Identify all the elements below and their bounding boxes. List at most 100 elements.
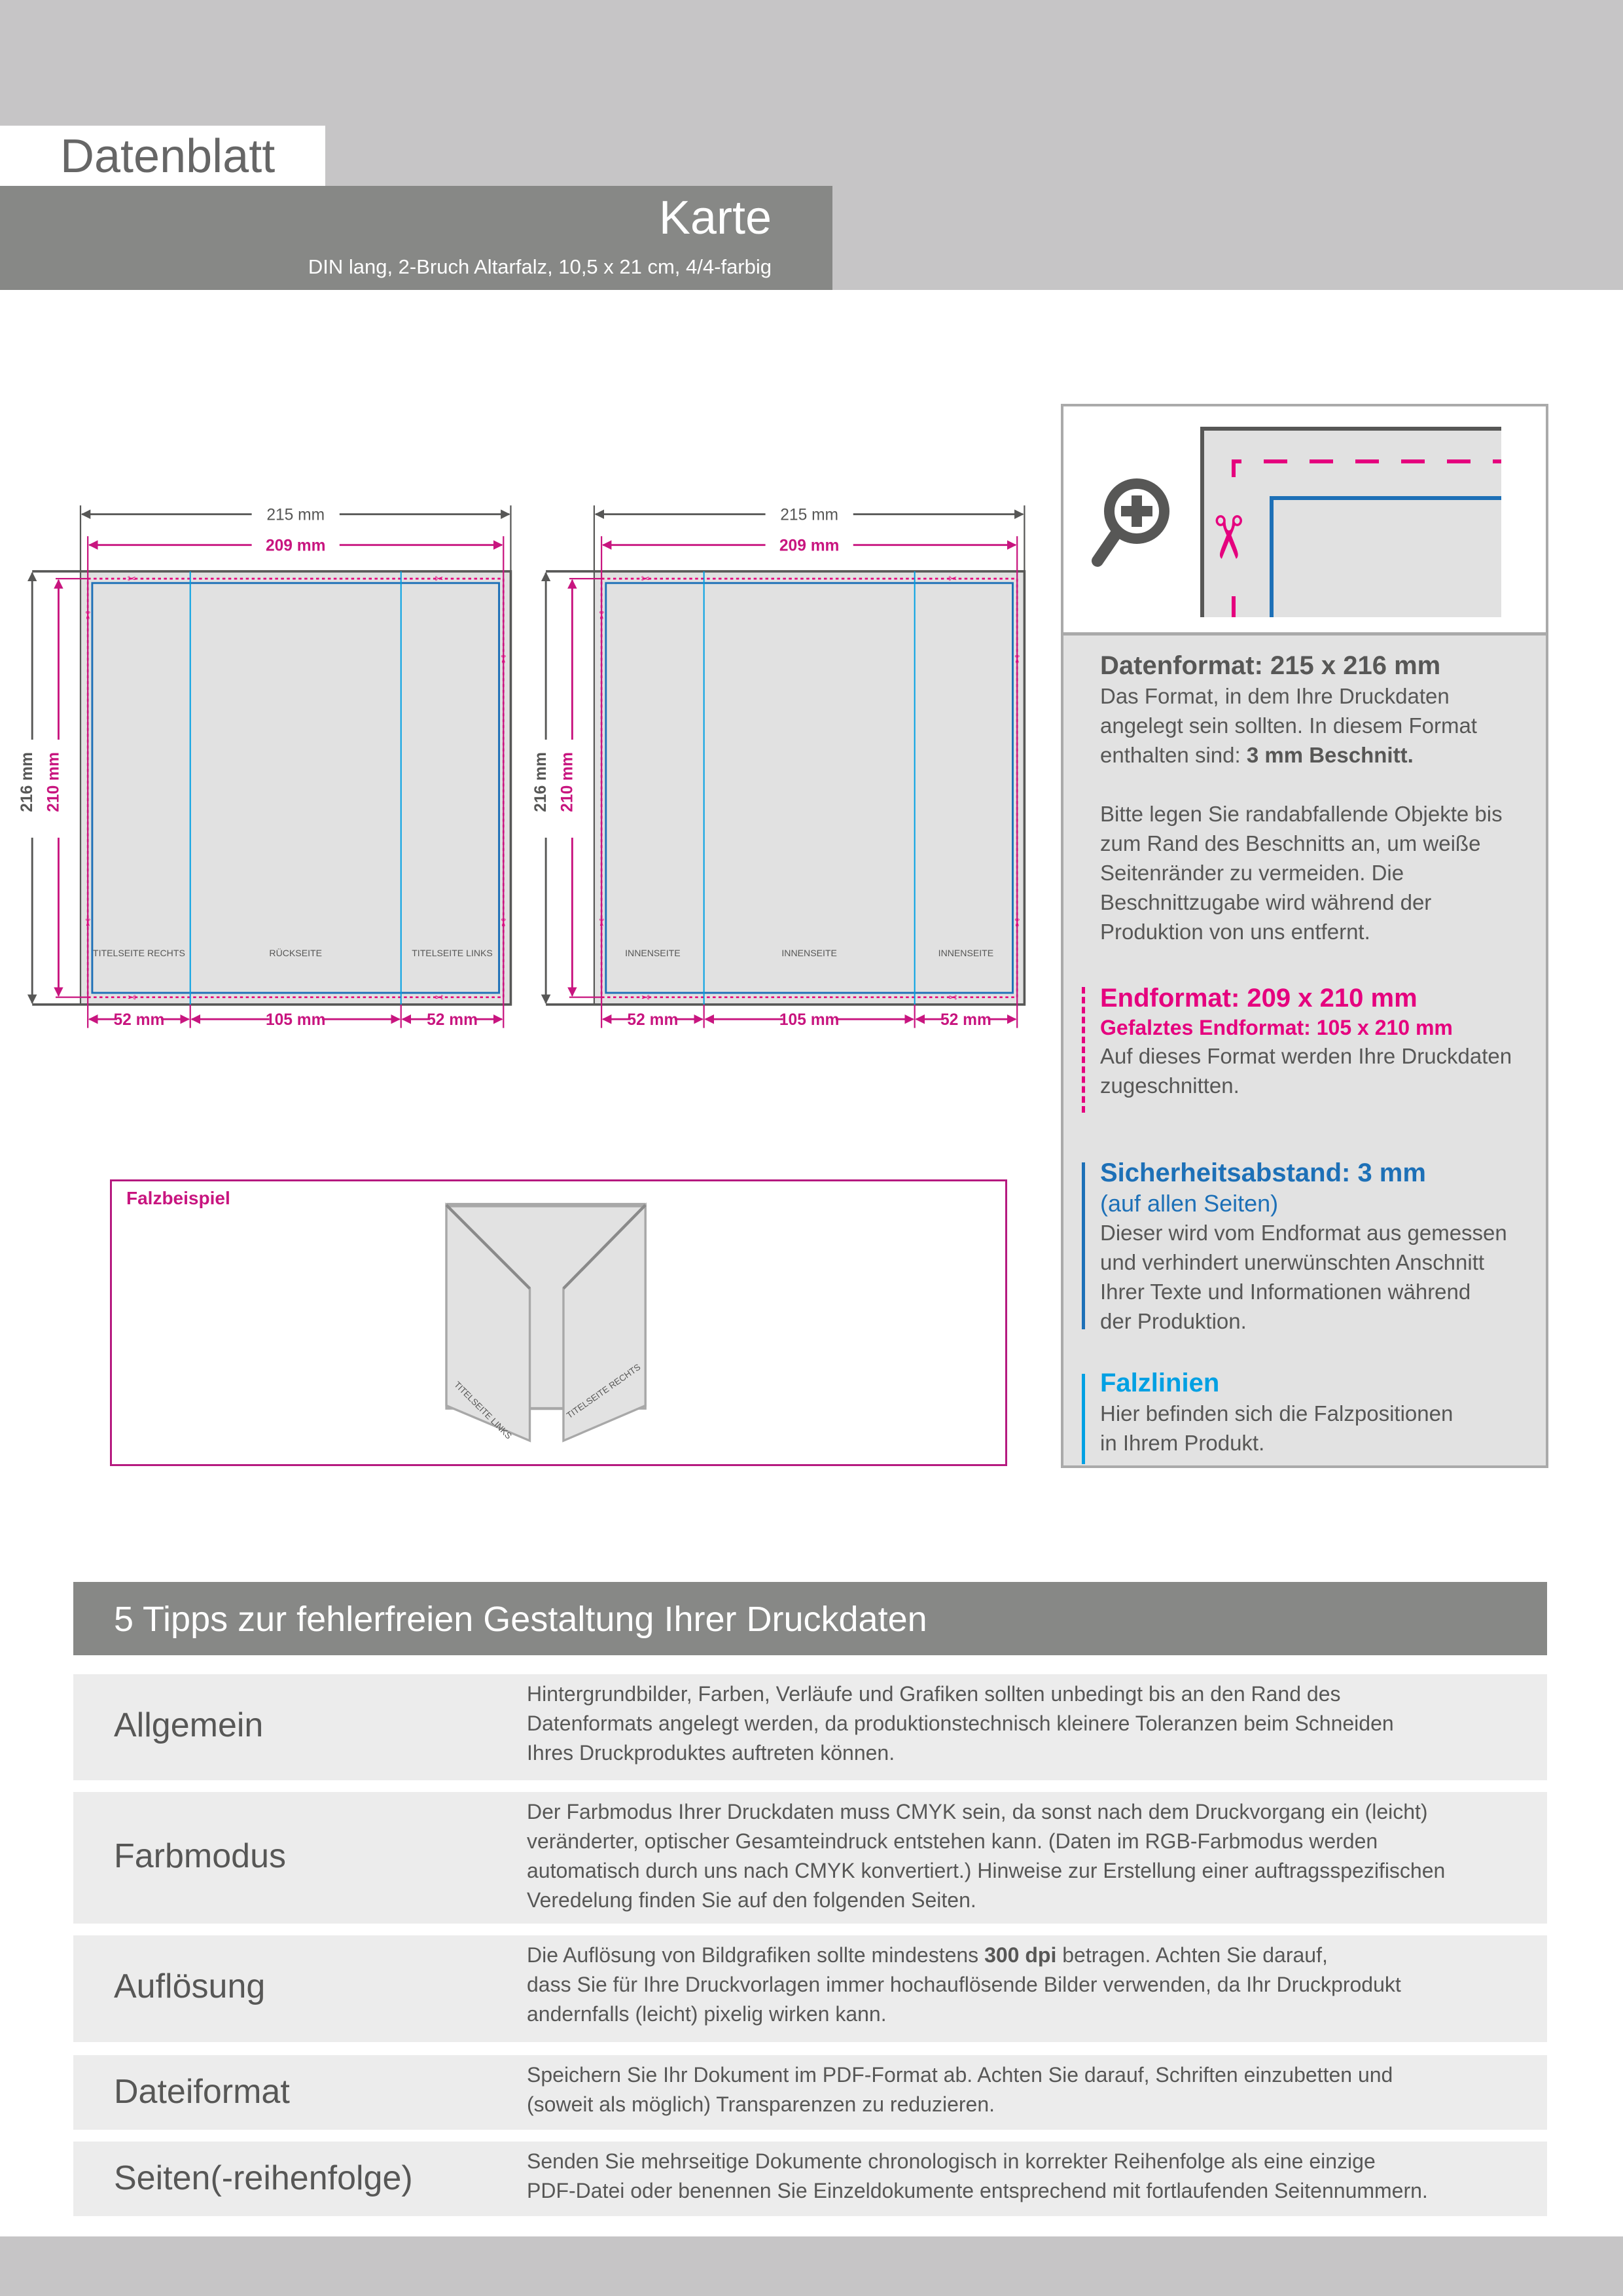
tip-label: Auflösung: [114, 1967, 266, 2005]
panel-width-label: 52 mm: [427, 1011, 478, 1029]
width-final-label: 209 mm: [266, 537, 326, 555]
fold-example-label: Falzbeispiel: [126, 1188, 230, 1208]
bleed-area: [80, 571, 511, 1005]
page-title: Datenblatt: [60, 130, 276, 183]
scissors-icon: ✂: [435, 573, 443, 585]
text-line: enthalten sind:: [1100, 743, 1247, 767]
zoom-in-icon: [1092, 478, 1169, 567]
text-line: Auf dieses Format werden Ihre Druckdaten: [1100, 1044, 1512, 1068]
text-line: automatisch durch uns nach CMYK konverti…: [527, 1859, 1446, 1882]
text-line: in Ihrem Produkt.: [1100, 1431, 1265, 1455]
tip-row-allgemein: Allgemein Hintergrundbilder, Farben, Ver…: [73, 1674, 1547, 1780]
scissors-icon: ✂: [1011, 655, 1024, 664]
width-final-label: 209 mm: [779, 537, 840, 555]
text-line: Der Farbmodus Ihrer Druckdaten muss CMYK…: [527, 1800, 1428, 1823]
product-band: Karte DIN lang, 2-Bruch Altarfalz, 10,5 …: [0, 186, 832, 290]
panel-label: INNENSEITE: [625, 948, 680, 958]
text-line: dass Sie für Ihre Druckvorlagen immer ho…: [527, 1973, 1401, 1996]
bleed-area: [594, 571, 1025, 1005]
text-line: PDF-Datei oder benennen Sie Einzeldokume…: [527, 2179, 1428, 2202]
height-data-label: 216 mm: [18, 752, 36, 812]
panel-width-label: 52 mm: [627, 1011, 678, 1029]
text-line: (soweit als möglich) Transparenzen zu re…: [527, 2092, 995, 2116]
panel-width-label: 105 mm: [779, 1011, 840, 1029]
scissors-icon: ✂: [497, 655, 510, 664]
tip-row-aufloesung: Auflösung Die Auflösung von Bildgrafiken…: [73, 1935, 1547, 2042]
text-line: zugeschnitten.: [1100, 1073, 1240, 1098]
legend-endformat: Endformat: 209 x 210 mm Gefalztes Endfor…: [1100, 982, 1539, 1100]
dpi-value: 300 dpi: [984, 1943, 1057, 1967]
scissors-icon: ✂: [435, 991, 443, 1003]
product-title: Karte: [658, 192, 772, 244]
diagram-outside: ✂ ✂ ✂ ✂ ✂ ✂ ✂ ✂ 215 mm 209 mm 216 mm 210 mm 52 mm 105…: [18, 505, 512, 1029]
scissors-icon: ✂: [82, 918, 94, 927]
text-line: Ihres Druckproduktes auftreten können.: [527, 1741, 895, 1765]
endformat-marker: [1082, 987, 1085, 1113]
text-line: und verhindert unerwünschten Anschnitt: [1100, 1250, 1485, 1274]
panel-width-label: 105 mm: [266, 1011, 326, 1029]
text-line: Veredelung finden Sie auf den folgenden …: [527, 1888, 976, 1912]
tip-row-farbmodus: Farbmodus Der Farbmodus Ihrer Druckdaten…: [73, 1792, 1547, 1924]
panel-label: INNENSEITE: [938, 948, 993, 958]
text-line: Hintergrundbilder, Farben, Verläufe und …: [527, 1682, 1341, 1706]
panel-label: RÜCKSEITE: [269, 947, 322, 958]
tips-heading: 5 Tipps zur fehlerfreien Gestaltung Ihre…: [114, 1600, 927, 1639]
legend-falzlinien: Falzlinien Hier befinden sich die Falzpo…: [1100, 1367, 1539, 1458]
panel-width-label: 52 mm: [114, 1011, 165, 1029]
legend-sicherheitsabstand: Sicherheitsabstand: 3 mm (auf allen Seit…: [1100, 1157, 1539, 1336]
scissors-icon: ✂: [596, 918, 608, 927]
scissors-icon: ✂: [1193, 512, 1262, 562]
data-format-frame: [546, 570, 1026, 1006]
text-line: Produktion von uns entfernt.: [1100, 920, 1370, 944]
text-line: Das Format, in dem Ihre Druckdaten: [1100, 684, 1450, 708]
scissors-icon: ✂: [641, 573, 650, 585]
tip-row-seiten: Seiten(-reihenfolge) Senden Sie mehrseit…: [73, 2142, 1547, 2216]
panel-label: TITELSEITE RECHTS: [93, 948, 185, 958]
text-line: Datenformats angelegt werden, da produkt…: [527, 1712, 1394, 1735]
scissors-icon: ✂: [82, 611, 94, 619]
text-line: Ihrer Texte und Informationen während: [1100, 1280, 1471, 1304]
datenformat-title: Datenformat: 215 x 216 mm: [1100, 651, 1441, 680]
tip-label: Allgemein: [114, 1706, 264, 1744]
scissors-icon: ✂: [497, 918, 510, 927]
panel-width-label: 52 mm: [940, 1011, 991, 1029]
panel-label: INNENSEITE: [781, 948, 836, 958]
tip-label: Seiten(-reihenfolge): [114, 2159, 413, 2197]
scissors-icon: ✂: [128, 573, 136, 585]
text-line: Die Auflösung von Bildgrafiken sollte mi…: [527, 1943, 985, 1967]
height-final-label: 210 mm: [45, 752, 62, 812]
fold-example-illustration: TITELSEITE LINKS TITELSEITE RECHTS: [445, 1202, 647, 1443]
product-subtitle: DIN lang, 2-Bruch Altarfalz, 10,5 x 21 c…: [308, 255, 772, 278]
endformat-subtitle: Gefalztes Endformat: 105 x 210 mm: [1100, 1016, 1453, 1039]
text-line: Speichern Sie Ihr Dokument im PDF-Format…: [527, 2063, 1393, 2087]
scissors-icon: ✂: [948, 991, 957, 1003]
safety-margin: [91, 582, 501, 994]
legend-zoom-area: ✂: [1063, 406, 1546, 636]
scissors-icon: ✂: [1011, 918, 1024, 927]
safety-marker: [1082, 1162, 1085, 1329]
height-data-label: 216 mm: [532, 752, 550, 812]
text-line: Bitte legen Sie randabfallende Objekte b…: [1100, 802, 1503, 826]
falzlinien-title: Falzlinien: [1100, 1369, 1220, 1397]
text-line: veränderter, optischer Gesamteindruck en…: [527, 1829, 1378, 1853]
text-line: andernfalls (leicht) pixelig wirken kann…: [527, 2002, 887, 2026]
data-format-frame: [32, 570, 512, 1006]
diagram-inside: ✂ ✂ ✂ ✂ ✂ ✂ ✂ ✂ 215 mm 209 mm 216 mm 210 mm 52 mm 105…: [532, 505, 1026, 1029]
fold-example-box: Falzbeispiel: [110, 1179, 1007, 1466]
scissors-icon: ✂: [948, 573, 957, 585]
text-line: zum Rand des Beschnitts an, um weiße: [1100, 831, 1481, 855]
text-line: Seitenränder zu vermeiden. Die: [1100, 861, 1404, 885]
width-data-label: 215 mm: [780, 507, 838, 524]
text-line: betragen. Achten Sie darauf,: [1056, 1943, 1328, 1967]
scissors-icon: ✂: [641, 991, 650, 1003]
legend-panel: ✂ Datenformat: 215 x 216 mm Das Format, …: [1061, 404, 1548, 1468]
title-box: Datenblatt: [0, 126, 325, 186]
tips-heading-bar: 5 Tipps zur fehlerfreien Gestaltung Ihre…: [73, 1582, 1547, 1655]
panel-label: TITELSEITE LINKS: [412, 948, 493, 958]
text-line: Hier befinden sich die Falzpositionen: [1100, 1401, 1454, 1426]
corner-zoom-illustration: ✂: [1092, 427, 1501, 617]
safety-margin: [605, 582, 1014, 994]
height-final-label: 210 mm: [558, 752, 576, 812]
width-data-label: 215 mm: [266, 507, 325, 524]
